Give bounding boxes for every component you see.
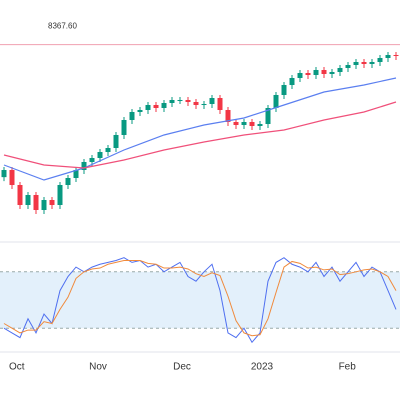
candle-body: [385, 55, 391, 58]
candle-body: [49, 200, 55, 205]
candle-body: [33, 195, 39, 210]
candle-body: [369, 62, 375, 64]
candle-body: [81, 162, 87, 170]
candle-body: [241, 122, 247, 125]
candle-body: [257, 124, 263, 126]
candle-body: [89, 158, 95, 162]
x-tick-label: Nov: [89, 362, 107, 373]
candle-body: [97, 152, 103, 158]
candle-body: [225, 110, 231, 122]
candle-body: [273, 95, 279, 108]
candle-body: [233, 122, 239, 125]
candle-body: [169, 100, 175, 103]
candle-body: [337, 68, 343, 72]
candle-body: [297, 73, 303, 78]
price-label: 8367.60: [48, 22, 77, 31]
candle-body: [153, 105, 159, 108]
candle-body: [129, 112, 135, 120]
candle-body: [121, 120, 127, 135]
candle-body: [137, 110, 143, 112]
candle-body: [161, 103, 167, 108]
candle-body: [17, 185, 23, 205]
candle-body: [209, 98, 215, 104]
candle-body: [353, 62, 359, 65]
candle-body: [281, 85, 287, 95]
candle-body: [1, 170, 7, 178]
candle-body: [177, 100, 183, 101]
candle-body: [361, 62, 367, 64]
candle-body: [249, 122, 255, 126]
candle-body: [41, 200, 47, 210]
x-tick-label: Oct: [9, 362, 25, 373]
candle-body: [105, 148, 111, 152]
oscillator-line: [3, 260, 397, 337]
candle-body: [25, 195, 31, 205]
candle-body: [217, 98, 223, 110]
candle-body: [73, 170, 79, 178]
candle-body: [329, 72, 335, 74]
candle-body: [193, 102, 199, 105]
candle-body: [9, 170, 15, 185]
candle-body: [321, 70, 327, 74]
candle-body: [185, 100, 191, 102]
candle-body: [289, 78, 295, 85]
candle-body: [113, 135, 119, 148]
candle-body: [305, 73, 311, 75]
candle-body: [57, 185, 63, 205]
candle-body: [393, 55, 399, 56]
candle-body: [377, 58, 383, 62]
candle-body: [145, 105, 151, 110]
candle-body: [313, 70, 319, 75]
candle-body: [201, 104, 207, 105]
moving-average: [3, 77, 397, 181]
moving-average: [3, 101, 397, 169]
x-tick-label: 2023: [251, 362, 274, 373]
candle-body: [265, 108, 271, 124]
x-tick-label: Feb: [339, 362, 357, 373]
x-tick-label: Dec: [173, 362, 191, 373]
candle-body: [65, 178, 71, 185]
candle-body: [345, 65, 351, 68]
